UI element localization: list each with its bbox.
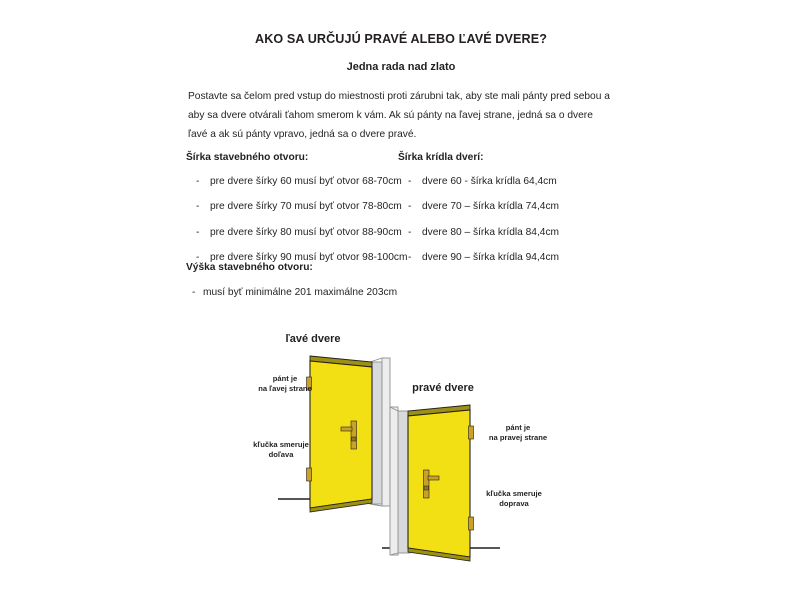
intro-paragraph: Postavte sa čelom pred vstup do miestnos… xyxy=(188,91,610,141)
right-door-lever xyxy=(427,475,440,481)
door-orientation-diagram: ľavé dvere pánt je na ľavej strane kľučk… xyxy=(0,320,800,600)
bullet-dash: - xyxy=(192,287,196,299)
list-item-label: pre dvere šírky 70 musí byť otvor 78-80c… xyxy=(210,201,402,213)
opening-width-heading: Šírka stavebného otvoru: xyxy=(186,152,309,163)
list-item-label: pre dvere šírky 60 musí byť otvor 68-70c… xyxy=(210,176,402,188)
right-door-leaf xyxy=(407,404,471,562)
document-text-block: AKO SA URČUJÚ PRAVÉ ALEBO ĽAVÉ DVERE? Je… xyxy=(186,32,616,145)
bullet-dash: - xyxy=(196,201,200,213)
bullet-dash: - xyxy=(408,251,412,263)
page-title: AKO SA URČUJÚ PRAVÉ ALEBO ĽAVÉ DVERE? xyxy=(255,32,547,46)
right-door-hinge-upper xyxy=(468,425,474,440)
list-item-label: dvere 90 – šírka krídla 94,4cm xyxy=(422,251,560,263)
left-door-frame xyxy=(369,357,391,507)
list-item-label: pre dvere šírky 80 musí byť otvor 88-90c… xyxy=(210,226,402,238)
bullet-dash: - xyxy=(196,176,200,188)
list-item: - pre dvere šírky 70 musí byť otvor 78-80… xyxy=(186,201,402,213)
left-door-title: ľavé dvere xyxy=(286,333,341,345)
right-door-bottom-edge xyxy=(407,547,471,562)
opening-height-list: - musí byť minimálne 201 maximálne 203cm xyxy=(186,287,516,299)
page-subtitle: Jedna rada nad zlato xyxy=(346,61,456,74)
opening-height-section: Výška stavebného otvoru: - musí byť minim… xyxy=(186,262,516,299)
right-door-hinge-label-line1: pánt je xyxy=(506,423,530,432)
right-door-frame xyxy=(389,406,411,556)
list-item: - dvere 80 – šírka krídla 84,4cm xyxy=(398,227,626,239)
bullet-dash: - xyxy=(408,176,412,188)
left-door-figure: ľavé dvere pánt je na ľavej strane kľučk… xyxy=(253,333,392,513)
bullet-dash: - xyxy=(196,251,200,263)
list-item-label: pre dvere šírky 90 musí byť otvor 98-100… xyxy=(210,251,408,263)
list-item-label: dvere 70 – šírka krídla 74,4cm xyxy=(422,201,560,213)
bullet-dash: - xyxy=(408,226,412,238)
left-door-hinge-lower xyxy=(306,467,312,482)
opening-width-list: - pre dvere šírky 60 musí byť otvor 68-70… xyxy=(186,176,407,264)
left-door-handle-label-line1: kľučka smeruje xyxy=(253,440,309,449)
right-door-hinge-label-line2: na pravej strane xyxy=(489,433,547,442)
left-door-hinge-label-line2: na ľavej strane xyxy=(258,384,312,393)
opening-width-section: Šírka stavebného otvoru: - pre dvere šírk… xyxy=(186,152,407,277)
left-door-escutcheon xyxy=(350,420,357,450)
right-door-handle-label-line2: doprava xyxy=(499,499,529,508)
left-door-handle-label-line2: doľava xyxy=(269,450,295,459)
left-door-keyhole xyxy=(351,436,357,442)
right-door-figure: pravé dvere pánt je na pravej strane kľu… xyxy=(382,382,547,562)
right-door-keyhole xyxy=(423,485,429,491)
list-item: - dvere 70 – šírka krídla 74,4cm xyxy=(398,201,626,213)
bullet-dash: - xyxy=(408,201,412,213)
list-item-label: musí byť minimálne 201 maximálne 203cm xyxy=(203,287,398,299)
left-door-lever xyxy=(340,426,353,432)
opening-height-heading: Výška stavebného otvoru: xyxy=(186,262,313,273)
specs-columns: Šírka stavebného otvoru: - pre dvere šírk… xyxy=(186,152,626,277)
left-door-leaf xyxy=(309,355,373,513)
left-door-handle xyxy=(340,420,357,450)
list-item: - pre dvere šírky 60 musí byť otvor 68-70… xyxy=(186,176,402,188)
right-door-title: pravé dvere xyxy=(412,382,474,394)
leaf-width-list: - dvere 60 - šírka krídla 64,4cm - dvere 7… xyxy=(398,176,626,264)
leaf-width-section: Šírka krídla dverí: - dvere 60 - šírka kr… xyxy=(398,152,626,277)
list-item: - dvere 60 - šírka krídla 64,4cm xyxy=(398,176,626,188)
left-door-hinge-label-line1: pánt je xyxy=(273,374,297,383)
left-door-bottom-edge xyxy=(309,498,373,513)
list-item: - pre dvere šírky 80 musí byť otvor 88-90… xyxy=(186,226,402,239)
right-door-escutcheon xyxy=(423,469,430,499)
list-item: - dvere 90 – šírka krídla 94,4cm xyxy=(398,252,626,264)
left-door-face xyxy=(309,360,373,509)
leaf-width-heading: Šírka krídla dverí: xyxy=(398,152,484,163)
bullet-dash: - xyxy=(196,226,200,238)
right-door-handle xyxy=(423,469,440,499)
right-door-hinge-lower xyxy=(468,516,474,531)
list-item-label: dvere 80 – šírka krídla 84,4cm xyxy=(422,226,560,238)
list-item-label: dvere 60 - šírka krídla 64,4cm xyxy=(422,176,557,188)
right-door-handle-label-line1: kľučka smeruje xyxy=(486,489,542,498)
list-item: - musí byť minimálne 201 maximálne 203cm xyxy=(186,287,516,299)
right-door-face xyxy=(407,409,471,558)
list-item: - pre dvere šírky 90 musí byť otvor 98-10… xyxy=(186,251,407,264)
left-door-hinge-upper xyxy=(306,376,312,391)
